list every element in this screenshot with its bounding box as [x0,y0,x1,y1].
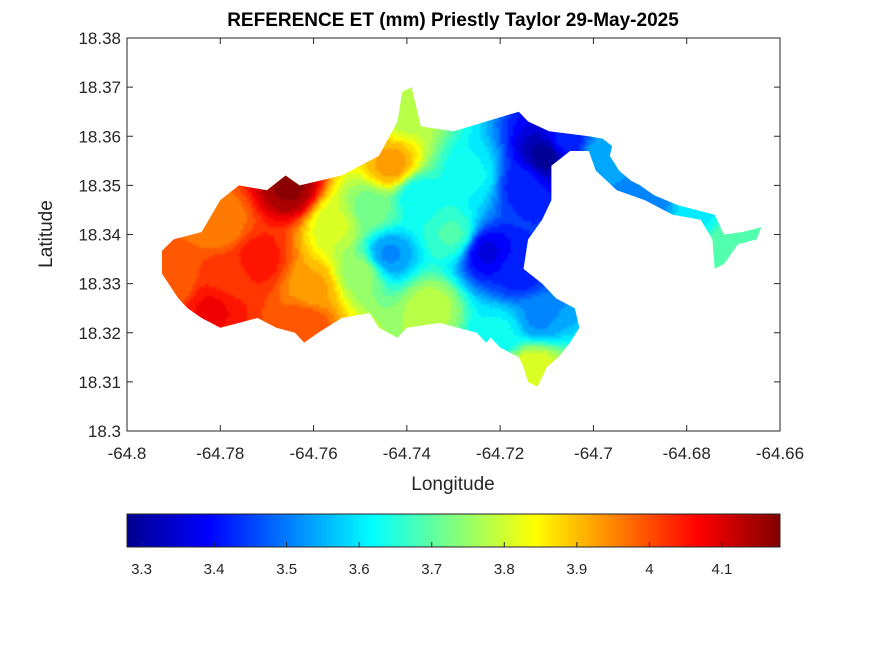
colorbar-tick-label: 3.3 [131,561,152,578]
y-tick-label: 18.36 [78,127,121,146]
y-tick-label: 18.35 [78,176,121,195]
y-tick-label: 18.31 [78,373,121,392]
y-tick-label: 18.32 [78,324,121,343]
y-tick-label: 18.37 [78,78,121,97]
colorbar-tick-label: 3.7 [421,561,442,578]
x-tick-label: -64.7 [574,444,613,463]
chart-title: REFERENCE ET (mm) Priestly Taylor 29-May… [227,10,679,31]
y-tick-label: 18.34 [78,226,121,245]
x-tick-label: -64.68 [663,444,711,463]
colorbar [126,513,781,548]
x-tick-label: -64.8 [108,444,147,463]
x-axis-label: Longitude [411,474,494,495]
colorbar-tick-label: 3.6 [349,561,370,578]
x-axis: -64.8 -64.78 -64.76 -64.74 -64.72 -64.7 -64.68… [108,38,804,463]
colorbar-ticks: 3.3 3.4 3.5 3.6 3.7 3.8 3.9 4 4.1 [131,542,732,578]
colorbar-tick-label: 3.4 [204,561,225,578]
y-tick-label: 18.3 [88,422,121,441]
colorbar-tick-label: 4 [645,561,653,578]
y-axis-label: Latitude [36,200,57,268]
colorbar-tick-label: 3.5 [276,561,297,578]
y-tick-label: 18.38 [78,29,121,48]
colorbar-tick-label: 4.1 [712,561,733,578]
y-axis: 18.3 18.31 18.32 18.33 18.34 18.35 18.36 18.37 1… [78,29,780,441]
x-tick-label: -64.78 [196,444,244,463]
x-tick-label: -64.66 [756,444,804,463]
y-tick-label: 18.33 [78,275,121,294]
x-tick-label: -64.74 [383,444,431,463]
colorbar-tick-label: 3.9 [566,561,587,578]
x-tick-label: -64.72 [476,444,524,463]
x-tick-label: -64.76 [289,444,337,463]
colorbar-tick-label: 3.8 [494,561,515,578]
